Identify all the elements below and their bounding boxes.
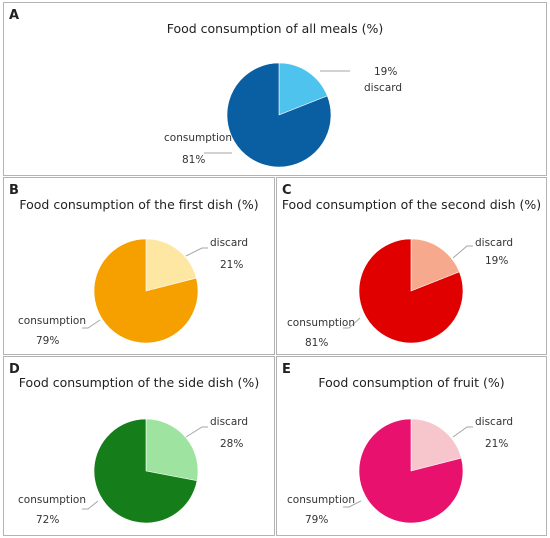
panel-letter: A	[9, 8, 20, 23]
slice-value-consumption: 79%	[305, 514, 328, 526]
pie-slice-discard	[410, 418, 462, 472]
pie-slice-discard	[410, 238, 460, 292]
slice-label-discard: discard	[210, 237, 248, 249]
slice-label-consumption: consumption	[164, 132, 232, 144]
panel-a: A Food consumption of all meals (%) disc…	[3, 2, 547, 176]
slice-value-consumption: 81%	[182, 154, 205, 166]
pie-chart-e: discard 21% consumption 79%	[287, 416, 513, 526]
panel-c: C Food consumption of the second dish (%…	[276, 177, 547, 355]
slice-label-discard: discard	[210, 416, 248, 428]
leader-line-consumption	[82, 319, 101, 329]
chart-title: Food consumption of the first dish (%)	[19, 197, 259, 212]
pie-slice-consumption	[358, 418, 464, 524]
pie-slice-discard	[145, 238, 197, 292]
leader-line-consumption	[343, 317, 361, 329]
slice-value-discard: 21%	[485, 438, 508, 450]
slice-label-discard: discard	[475, 416, 513, 428]
panel-b: B Food consumption of the first dish (%)…	[3, 177, 275, 355]
slice-value-consumption: 81%	[305, 337, 328, 349]
panel-letter: B	[9, 183, 19, 198]
slice-label-discard: discard	[475, 237, 513, 249]
leader-line-discard	[452, 245, 473, 259]
slice-value-consumption: 79%	[36, 335, 59, 347]
pie-chart-b: discard 21% consumption 79%	[18, 237, 248, 347]
slice-value-discard: 21%	[220, 259, 243, 271]
leader-line-discard	[185, 426, 208, 438]
pie-slice-discard	[278, 62, 328, 116]
chart-title: Food consumption of fruit (%)	[318, 375, 505, 390]
slice-label-consumption: consumption	[18, 494, 86, 506]
leader-line-consumption	[343, 500, 362, 508]
leader-line-discard	[452, 426, 473, 438]
chart-title: Food consumption of the side dish (%)	[18, 375, 260, 390]
slice-label-consumption: consumption	[287, 317, 355, 329]
pie-slice-consumption	[93, 238, 199, 344]
slice-value-discard: 19%	[374, 66, 397, 78]
pie-chart-d: discard 28% consumption 72%	[18, 416, 248, 526]
slice-label-consumption: consumption	[287, 494, 355, 506]
slice-value-discard: 28%	[220, 438, 243, 450]
panel-letter: D	[9, 362, 20, 377]
pie-slice-consumption	[358, 238, 464, 344]
panel-d: D Food consumption of the side dish (%) …	[3, 356, 275, 536]
pie-slice-consumption	[226, 62, 332, 168]
slice-label-consumption: consumption	[18, 315, 86, 327]
slice-value-consumption: 72%	[36, 514, 59, 526]
chart-title: Food consumption of the second dish (%)	[281, 197, 542, 212]
leader-line-consumption	[82, 500, 99, 510]
panel-e: E Food consumption of fruit (%) discard 2…	[276, 356, 547, 536]
chart-title: Food consumption of all meals (%)	[166, 21, 384, 36]
slice-label-discard: discard	[364, 82, 402, 94]
panel-letter: C	[282, 183, 292, 198]
slice-value-discard: 19%	[485, 255, 508, 267]
leader-line-discard	[185, 247, 208, 257]
pie-slice-discard	[145, 418, 199, 482]
pie-chart-a: discard 19% consumption 81%	[164, 62, 402, 168]
pie-slice-consumption	[93, 418, 198, 524]
pie-chart-c: discard 19% consumption 81%	[287, 237, 513, 349]
panel-letter: E	[282, 362, 291, 377]
